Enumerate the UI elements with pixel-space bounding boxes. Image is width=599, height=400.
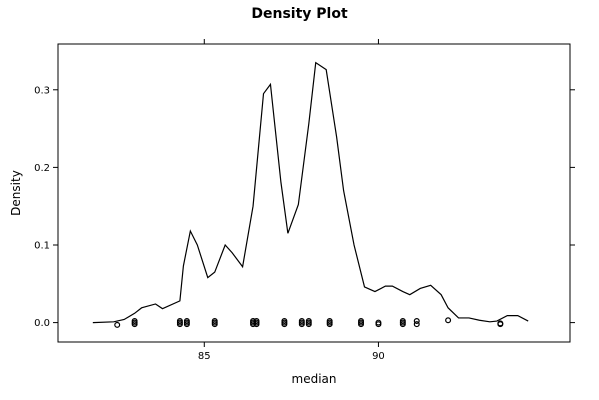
plot-frame [57, 43, 571, 343]
rug-point [183, 318, 190, 325]
rug-point [445, 317, 452, 324]
rug-point [326, 318, 333, 325]
x-axis-label: median [292, 372, 337, 386]
rug-point [399, 318, 406, 325]
axis-ticks [53, 39, 575, 347]
chart-title: Density Plot [251, 6, 348, 22]
y-tick-label: 0.3 [34, 85, 50, 96]
rug-point [298, 318, 305, 325]
y-tick-label: 0.2 [34, 163, 50, 174]
axis-tick-labels: 85 90 0.0 0.1 0.2 0.3 [34, 85, 385, 362]
rug-point [305, 318, 312, 325]
y-tick-label: 0.0 [34, 318, 50, 329]
rug-point [413, 321, 420, 328]
rug-point [131, 318, 138, 325]
density-line [92, 61, 529, 324]
rug-point [176, 318, 183, 325]
x-tick-label: 85 [198, 351, 211, 362]
rug-point [253, 318, 260, 325]
rug-point [358, 318, 365, 325]
rug-point [375, 319, 382, 326]
y-tick-label: 0.1 [34, 240, 50, 251]
rug-point [281, 318, 288, 325]
rug-point [211, 318, 218, 325]
rug-points [114, 317, 504, 328]
rug-point [250, 318, 257, 325]
rug-point [413, 318, 420, 325]
y-axis-label: Density [9, 170, 23, 216]
rug-point [497, 320, 504, 327]
rug-point [114, 321, 121, 328]
x-tick-label: 90 [372, 351, 385, 362]
